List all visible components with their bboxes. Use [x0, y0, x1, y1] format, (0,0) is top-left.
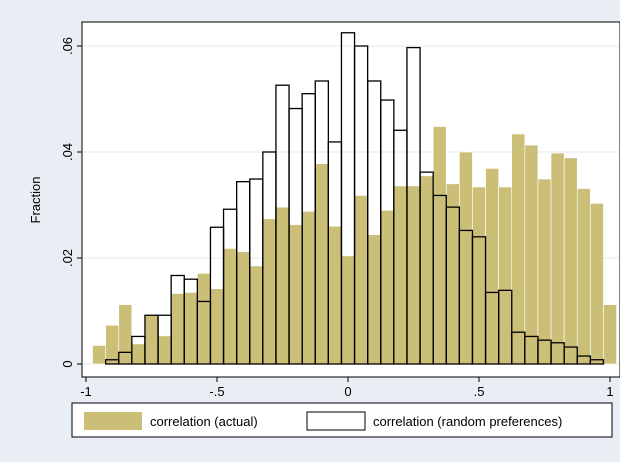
legend-swatch-random	[306, 411, 366, 431]
legend-label-actual: correlation (actual)	[150, 414, 258, 429]
bar-actual	[445, 183, 460, 365]
legend-swatch-actual	[84, 412, 142, 430]
bar-actual	[144, 314, 159, 365]
y-axis: 0 .02 .04 .06	[60, 37, 82, 368]
bar-actual	[354, 195, 368, 365]
y-tick-label: .02	[60, 249, 75, 267]
bar-actual	[432, 126, 447, 365]
bar-actual	[459, 151, 473, 365]
bar-actual	[537, 178, 552, 365]
bar-actual	[157, 335, 172, 365]
x-tick-label: 0	[344, 384, 351, 399]
x-tick-label: .5	[474, 384, 485, 399]
bar-actual	[328, 225, 342, 365]
bar-actual	[485, 168, 499, 365]
bar-actual	[341, 255, 355, 365]
bar-actual	[550, 152, 565, 365]
bar-actual	[301, 211, 316, 365]
bar-actual	[367, 234, 382, 365]
bar-actual	[170, 293, 185, 365]
x-axis: -1 -.5 0 .5 1	[80, 377, 614, 399]
bar-actual	[603, 304, 617, 365]
y-tick-label: .06	[60, 37, 75, 55]
bar-actual	[511, 133, 526, 365]
bar-actual	[275, 206, 290, 365]
y-tick-label: 0	[60, 360, 75, 367]
bar-actual	[118, 304, 133, 365]
bar-random	[497, 289, 513, 365]
bar-actual	[576, 188, 591, 365]
bar-actual	[131, 343, 146, 365]
x-tick-label: -.5	[209, 384, 224, 399]
bar-actual	[92, 345, 106, 365]
series-random-bars	[105, 32, 605, 365]
bar-actual	[380, 210, 395, 365]
series-actual-bars	[92, 126, 617, 365]
bar-actual	[249, 265, 264, 365]
x-tick-label: 1	[606, 384, 613, 399]
bar-random	[589, 359, 605, 365]
bar-actual	[314, 163, 329, 365]
bar-actual	[472, 186, 486, 365]
bar-actual	[105, 325, 120, 365]
bar-actual	[197, 273, 211, 365]
legend-label-random: correlation (random preferences)	[373, 414, 562, 429]
bar-actual	[236, 251, 251, 365]
x-tick-label: -1	[80, 384, 92, 399]
bar-actual	[288, 224, 303, 365]
bar-actual	[590, 203, 604, 365]
bar-actual	[498, 186, 513, 365]
bar-actual	[419, 175, 434, 365]
bar-actual	[262, 218, 277, 365]
bar-actual	[393, 185, 408, 365]
bar-actual	[563, 157, 578, 365]
y-axis-label: Fraction	[28, 177, 43, 224]
bar-actual	[406, 185, 421, 365]
bar-actual	[183, 292, 198, 365]
bar-actual	[223, 248, 237, 365]
y-tick-label: .04	[60, 143, 75, 161]
legend: correlation (actual) correlation (random…	[71, 402, 613, 438]
bar-actual	[524, 144, 539, 365]
bar-actual	[210, 288, 224, 365]
